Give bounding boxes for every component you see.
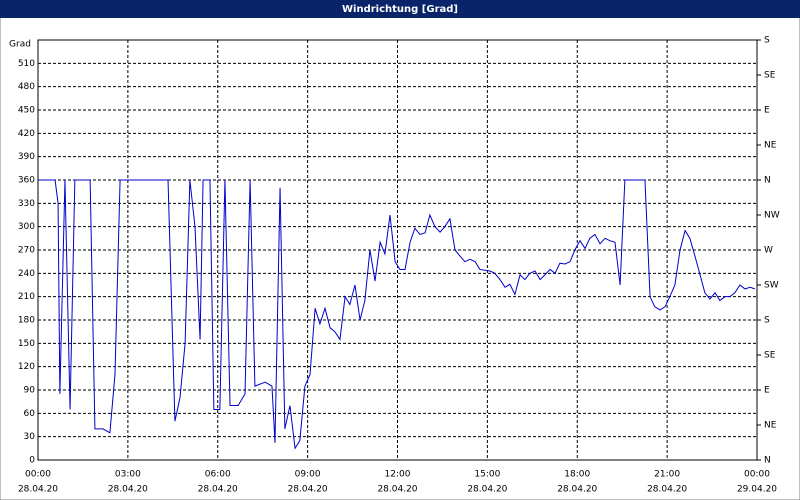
y-tick-label: 360 (18, 176, 35, 186)
x-tick-date: 28.04.20 (198, 485, 238, 495)
x-tick-date: 28.04.20 (557, 485, 597, 495)
y-tick-label: 210 (18, 292, 35, 302)
y-tick-label: 150 (18, 339, 35, 349)
y-tick-label: 0 (29, 456, 35, 466)
x-tick-label: 00:00 (744, 470, 770, 480)
x-tick-label: 00:00 (25, 470, 51, 480)
x-tick-label: 15:00 (474, 470, 500, 480)
x-tick-label: 03:00 (115, 470, 141, 480)
y-tick-label: 30 (24, 432, 36, 442)
y-tick-label: 510 (18, 59, 35, 69)
x-tick-label: 06:00 (205, 470, 231, 480)
y2-tick-label: S (764, 36, 770, 46)
y2-tick-label: NW (764, 211, 780, 221)
y-tick-label: 450 (18, 106, 35, 116)
x-tick-date: 28.04.20 (647, 485, 687, 495)
y2-tick-label: S (764, 316, 770, 326)
y2-tick-label: E (764, 106, 770, 116)
y-tick-label: 270 (18, 246, 35, 256)
x-tick-date: 28.04.20 (377, 485, 417, 495)
y-tick-label: 120 (18, 362, 35, 372)
y2-tick-label: SW (764, 281, 779, 291)
y-tick-label: 480 (18, 82, 35, 92)
y2-tick-label: SE (764, 351, 776, 361)
y-tick-label: 60 (24, 409, 36, 419)
y2-tick-label: NE (764, 421, 777, 431)
y2-tick-label: W (764, 246, 773, 256)
y2-tick-label: SE (764, 71, 776, 81)
y2-tick-label: E (764, 386, 770, 396)
y-axis-label: Grad (9, 40, 31, 50)
y2-tick-label: NE (764, 141, 777, 151)
y-tick-label: 300 (18, 222, 35, 232)
x-tick-date: 28.04.20 (288, 485, 328, 495)
y-tick-label: 180 (18, 316, 35, 326)
y-tick-label: 330 (18, 199, 35, 209)
data-line (38, 179, 756, 450)
x-tick-label: 18:00 (564, 470, 590, 480)
x-tick-date: 28.04.20 (467, 485, 507, 495)
chart-title: Windrichtung [Grad] (342, 4, 458, 15)
y-tick-label: 240 (18, 269, 35, 279)
x-tick-date: 28.04.20 (18, 485, 58, 495)
x-tick-date: 28.04.20 (108, 485, 148, 495)
x-tick-label: 09:00 (295, 470, 321, 480)
y-tick-label: 420 (18, 129, 35, 139)
y-tick-label: 390 (18, 152, 35, 162)
x-tick-label: 21:00 (654, 470, 680, 480)
y2-tick-label: N (764, 456, 771, 466)
x-tick-date: 29.04.20 (737, 485, 777, 495)
x-tick-label: 12:00 (385, 470, 411, 480)
title-bar (0, 0, 800, 18)
y-tick-label: 90 (24, 386, 36, 396)
y2-tick-label: N (764, 176, 771, 186)
